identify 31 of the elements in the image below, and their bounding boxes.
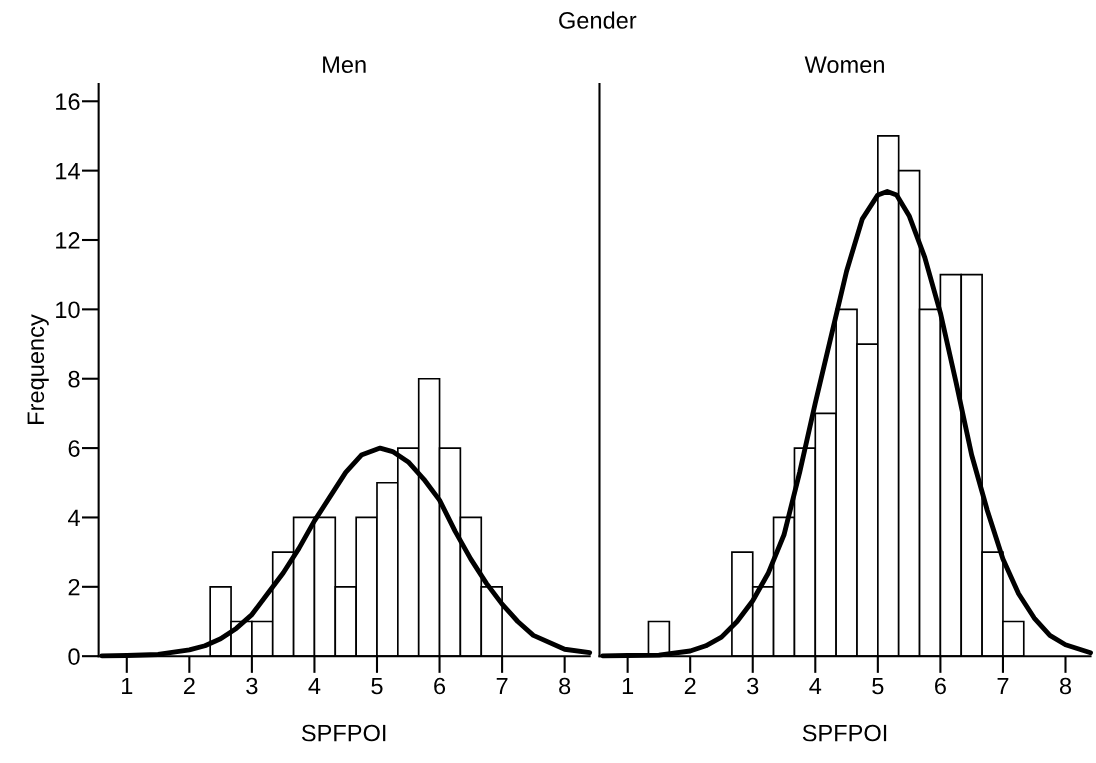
- x-tick-label: 7: [997, 677, 1009, 695]
- y-tick-label: 2: [68, 578, 80, 596]
- x-tick-label: 3: [747, 677, 759, 695]
- x-tick-label: 1: [622, 677, 634, 695]
- x-tick-label: 2: [183, 677, 195, 695]
- x-axis-title: SPFPOI: [802, 724, 887, 742]
- y-tick-label: 12: [56, 232, 80, 249]
- x-tick-label: 3: [246, 677, 258, 695]
- x-tick-label: 5: [872, 677, 884, 695]
- y-tick-label: 6: [68, 440, 80, 457]
- x-tick-label: 8: [559, 677, 571, 695]
- x-tick-label: 4: [308, 677, 321, 695]
- text: Gender: [559, 11, 637, 29]
- y-tick-label: 14: [56, 162, 80, 180]
- chart-title: Men: [323, 56, 366, 74]
- y-axis-title: Frequency: [27, 314, 49, 424]
- y-tick-label: 4: [68, 509, 80, 527]
- chart-title: Women: [804, 56, 884, 74]
- x-tick-label: 8: [1059, 677, 1072, 695]
- x-tick-label: 4: [809, 677, 822, 695]
- y-tick-label: 16: [56, 93, 80, 111]
- x-tick-label: 1: [122, 677, 133, 695]
- x-tick-label: 5: [371, 677, 383, 695]
- x-tick-label: 6: [434, 677, 446, 695]
- x-axis-title: SPFPOI: [301, 724, 386, 742]
- y-tick-label: 8: [68, 370, 80, 388]
- y-tick-label: 10: [56, 301, 80, 319]
- x-tick-label: 2: [684, 677, 696, 695]
- x-tick-label: 7: [496, 677, 508, 695]
- x-tick-label: 6: [935, 677, 946, 695]
- y-tick-label: 0: [68, 648, 80, 665]
